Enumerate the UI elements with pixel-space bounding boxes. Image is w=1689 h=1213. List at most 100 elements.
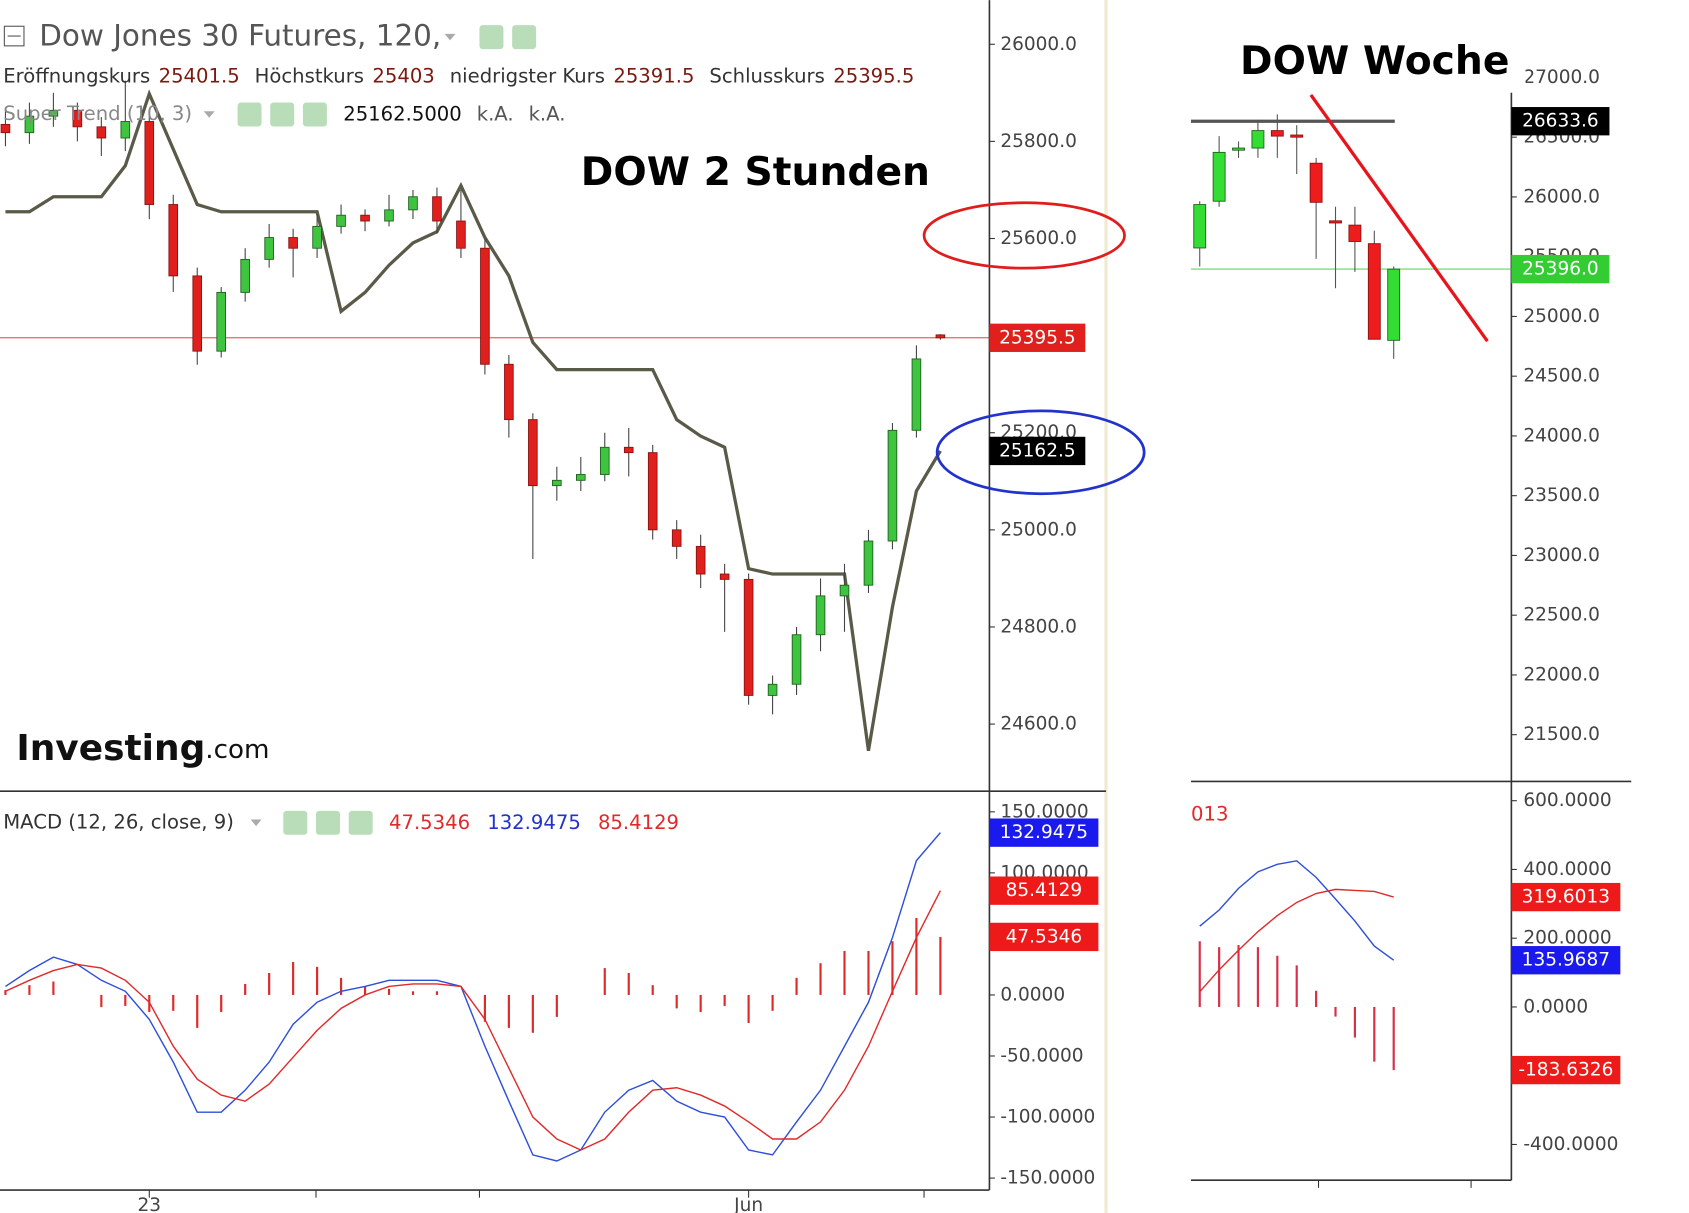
settings-icon[interactable] — [316, 810, 340, 835]
remove-icon[interactable] — [348, 810, 373, 835]
visibility-icon[interactable] — [283, 810, 308, 835]
candle-body — [288, 237, 298, 249]
candle-body — [192, 275, 203, 352]
watermark: Investing.com — [16, 728, 269, 769]
candle-body — [647, 452, 658, 531]
price-box-label: 85.4129 — [1006, 880, 1083, 901]
close-label: Schlusskurs — [709, 64, 824, 87]
y-tick-label: 25800.0 — [1000, 131, 1077, 152]
dropdown-arrow[interactable] — [250, 819, 262, 827]
price-box — [1511, 1055, 1621, 1085]
candle-body — [623, 446, 634, 454]
candle-body — [504, 363, 514, 421]
histogram-readout: 47.5346 — [389, 810, 470, 833]
price-box — [989, 818, 1099, 847]
candle-body — [767, 683, 778, 696]
candle-body — [1270, 130, 1284, 137]
y-tick-label: -100.0000 — [1000, 1107, 1095, 1128]
instrument-title: Dow Jones 30 Futures, 120, — [39, 19, 441, 53]
open-label: Eröffnungskurs — [3, 64, 150, 87]
price-box-label: 26633.6 — [1522, 111, 1599, 132]
candle-body — [480, 247, 490, 365]
trend-line — [1309, 93, 1489, 343]
candle-body — [839, 584, 850, 597]
candle-body — [1387, 268, 1401, 341]
dropdown-arrow[interactable] — [444, 33, 456, 41]
remove-icon[interactable] — [302, 102, 327, 127]
candle-body — [1348, 224, 1362, 242]
price-box — [1511, 946, 1621, 975]
readout-value: k.A. — [477, 102, 514, 125]
indicator-readout: 47.5346 132.9475 85.4129 — [389, 810, 679, 833]
open-value: 25401.5 — [159, 64, 240, 87]
annotation: DOW Woche — [1240, 39, 1509, 84]
visibility-icon[interactable] — [237, 102, 262, 127]
candle-body — [935, 334, 946, 339]
highlight-ellipse — [922, 201, 1126, 270]
supertrend-line — [5, 89, 942, 752]
candle-body — [791, 634, 802, 685]
y-tick-label: 0.0000 — [1000, 984, 1065, 1005]
price-box-label: 135.9687 — [1522, 950, 1610, 971]
y-tick-label: -400.0000 — [1523, 1134, 1618, 1155]
settings-icon[interactable] — [512, 25, 537, 50]
price-box — [989, 876, 1099, 905]
high-label: Höchstkurs — [255, 64, 364, 87]
watermark-suffix: .com — [205, 734, 269, 764]
ohlc-readout: Eröffnungskurs 25401.5 Höchstkurs 25403 … — [3, 64, 914, 87]
low-value: 25391.5 — [613, 64, 694, 87]
collapse-icon[interactable] — [3, 25, 25, 47]
candle-body — [887, 429, 898, 542]
settings-icon[interactable] — [270, 102, 295, 127]
indicator-name: MACD (12, 26, close, 9) — [3, 810, 234, 833]
y-tick-label: 24800.0 — [1000, 616, 1077, 637]
candle-body — [815, 595, 826, 636]
candle-body — [168, 204, 179, 277]
candle-body — [336, 214, 346, 227]
visibility-icon[interactable] — [479, 25, 504, 50]
candle-body — [72, 109, 83, 128]
price-box — [989, 323, 1086, 352]
y-tick-label: 25600.0 — [1000, 228, 1077, 249]
candle-body — [1212, 151, 1226, 202]
highlight-ellipse — [935, 409, 1146, 496]
candle-body — [1329, 220, 1342, 224]
candle-body — [911, 358, 922, 431]
price-box-label: 319.6013 — [1522, 887, 1610, 908]
indicator-readout: 25162.5000 k.A. k.A. — [343, 102, 565, 125]
signal-line — [1199, 888, 1394, 993]
y-tick-label: 23000.0 — [1523, 545, 1600, 566]
price-box-label: 25396.0 — [1522, 259, 1599, 280]
macd-line — [1199, 860, 1395, 961]
x-tick-label: 23 — [138, 1195, 162, 1213]
annotation: DOW 2 Stunden — [581, 150, 930, 195]
candle-body — [312, 225, 322, 249]
y-tick-label: 21500.0 — [1523, 724, 1600, 745]
y-tick-label: 0.0000 — [1523, 996, 1588, 1017]
candle-body — [1309, 162, 1323, 203]
x-tick-label: Jun — [733, 1195, 763, 1213]
price-box-label: 47.5346 — [1006, 926, 1083, 947]
signal-readout: 85.4129 — [598, 810, 679, 833]
y-tick-label: 26000.0 — [1000, 34, 1077, 55]
candle-body — [695, 545, 706, 575]
y-tick-label: 22500.0 — [1523, 605, 1600, 626]
y-tick-label: 24600.0 — [1000, 714, 1077, 735]
price-box — [989, 922, 1099, 952]
dropdown-arrow[interactable] — [203, 111, 215, 118]
candle-body — [1232, 147, 1245, 151]
candle-body — [671, 529, 682, 547]
signal-line — [5, 890, 942, 1151]
y-tick-label: -150.0000 — [1000, 1168, 1095, 1189]
y-tick-label: 25000.0 — [1000, 519, 1077, 540]
candle-body — [408, 196, 418, 211]
y-tick-label: 25000.0 — [1523, 306, 1600, 327]
watermark-brand: Investing — [16, 728, 205, 769]
high-value: 25403 — [372, 64, 434, 87]
candle-body — [264, 237, 274, 260]
candle-body — [552, 479, 562, 487]
candle-body — [48, 109, 59, 117]
candle-body — [24, 115, 35, 134]
y-tick-label: 23500.0 — [1523, 485, 1600, 506]
